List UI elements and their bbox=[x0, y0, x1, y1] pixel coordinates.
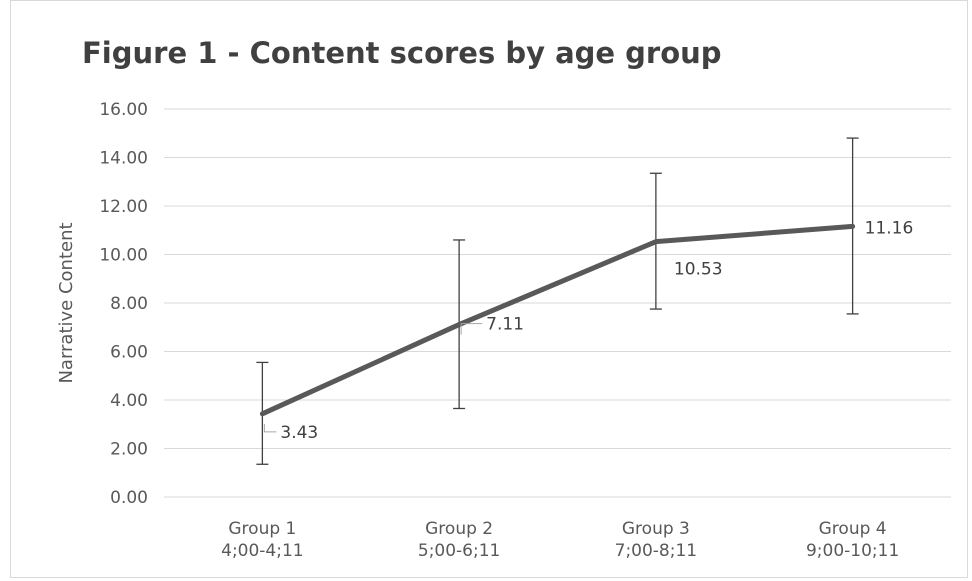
chart-title: Figure 1 - Content scores by age group bbox=[82, 36, 722, 70]
data-label: 3.43 bbox=[280, 423, 318, 443]
data-label: 11.16 bbox=[865, 218, 914, 238]
x-tick-label-line: Group 4 bbox=[819, 519, 887, 539]
data-label: 7.11 bbox=[486, 315, 524, 335]
y-tick-label: 14.00 bbox=[99, 149, 148, 169]
x-tick-label-line: Group 2 bbox=[425, 519, 493, 539]
x-tick-label: Group 4 9;00-10;11 bbox=[806, 519, 899, 561]
y-tick-label: 10.00 bbox=[99, 246, 148, 266]
x-tick-label-line: Group 1 bbox=[228, 519, 296, 539]
y-tick-label: 2.00 bbox=[110, 440, 148, 460]
y-tick-label: 6.00 bbox=[110, 343, 148, 363]
x-tick-label: Group 2 5;00-6;11 bbox=[418, 519, 501, 561]
y-tick-label: 8.00 bbox=[110, 294, 148, 314]
chart-frame: Figure 1 - Content scores by age group N… bbox=[10, 0, 968, 578]
x-tick-label: Group 3 7;00-8;11 bbox=[615, 519, 698, 561]
series-line-layer bbox=[259, 223, 856, 417]
y-tick-label: 12.00 bbox=[99, 197, 148, 217]
error-bars bbox=[256, 137, 859, 465]
data-label: 10.53 bbox=[674, 260, 723, 280]
line-chart: Figure 1 - Content scores by age group N… bbox=[56, 36, 951, 561]
y-axis-label: Narrative Content bbox=[56, 222, 77, 383]
x-tick-label-line: 5;00-6;11 bbox=[418, 541, 501, 561]
x-tick-label-line: 4;00-4;11 bbox=[221, 541, 304, 561]
x-tick-label-line: Group 3 bbox=[622, 519, 690, 539]
series-line bbox=[259, 223, 856, 417]
y-tick-label: 0.00 bbox=[110, 488, 148, 508]
data-labels: 3.43 7.11 10.53 11.16 bbox=[263, 218, 914, 443]
x-tick-label-line: 7;00-8;11 bbox=[615, 541, 698, 561]
x-tick-label: Group 1 4;00-4;11 bbox=[221, 519, 304, 561]
y-tick-label: 4.00 bbox=[110, 391, 148, 411]
y-tick-labels: 0.00 2.00 4.00 6.00 8.00 10.00 12.00 14.00 16.00 bbox=[99, 100, 148, 508]
y-tick-label: 16.00 bbox=[99, 100, 148, 120]
data-label-leader bbox=[263, 423, 277, 433]
data-label-leader bbox=[460, 323, 483, 335]
x-tick-label-line: 9;00-10;11 bbox=[806, 541, 899, 561]
